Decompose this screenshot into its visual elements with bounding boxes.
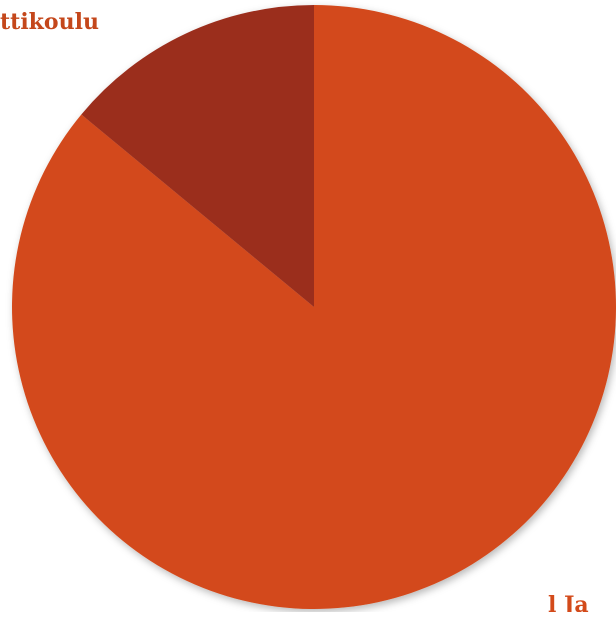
pie-slice-1: [81, 5, 314, 307]
pie-slice-label-0: l Ja: [548, 592, 589, 612]
pie-slice-0: [12, 5, 616, 609]
pie-slice-label-1: ttikoulu: [0, 9, 99, 35]
